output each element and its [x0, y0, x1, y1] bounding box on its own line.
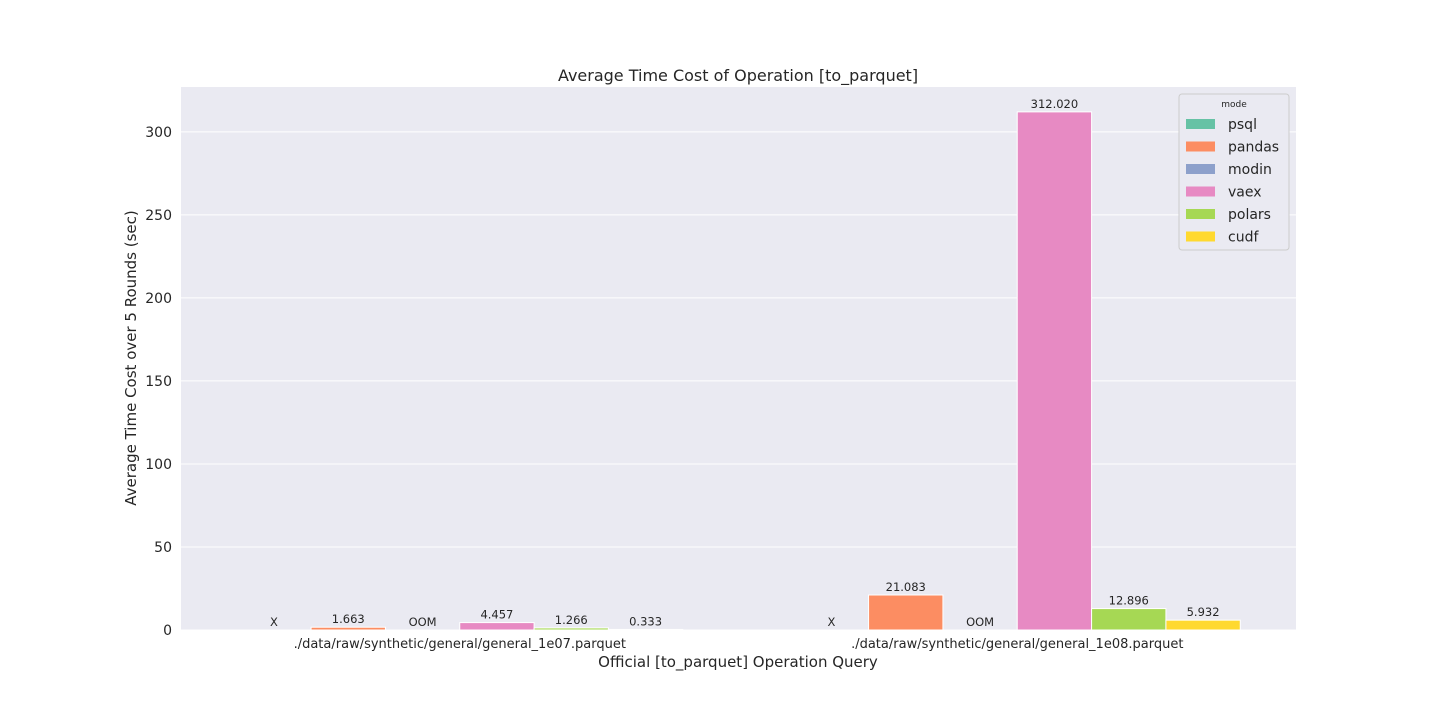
legend: mode psql pandas modin vaex polars cudf [1178, 93, 1290, 251]
legend-title: mode [1221, 100, 1247, 110]
bar-pandas [868, 594, 944, 631]
data-label-pandas: 1.663 [332, 612, 365, 626]
y-tick-label: 0 [163, 623, 172, 639]
legend-swatch-pandas [1186, 141, 1215, 152]
chart-title: Average Time Cost of Operation [to_parqu… [558, 66, 918, 86]
bar-polars [533, 627, 609, 631]
data-label-vaex: 312.020 [1031, 97, 1079, 111]
legend-label-cudf: cudf [1228, 230, 1259, 246]
y-tick-label: 200 [145, 291, 172, 307]
y-tick-label: 50 [154, 540, 172, 556]
data-label-modin: OOM [409, 615, 437, 629]
bar-pandas [310, 626, 386, 631]
legend-swatch-vaex [1186, 186, 1215, 197]
bar-cudf [1165, 619, 1241, 631]
legend-label-modin: modin [1228, 162, 1272, 178]
data-label-polars: 1.266 [555, 613, 588, 627]
legend-swatch-polars [1186, 209, 1215, 219]
bar-polars [1091, 608, 1167, 631]
data-label-polars: 12.896 [1109, 594, 1149, 608]
legend-swatch-modin [1186, 164, 1215, 174]
bar-cudf [607, 628, 684, 631]
bar-vaex [459, 622, 535, 631]
data-label-psql: X [827, 615, 835, 629]
legend-label-psql: psql [1228, 117, 1257, 133]
bar-vaex [1016, 111, 1093, 631]
data-label-cudf: 0.333 [629, 614, 662, 628]
x-tick-label: ./data/raw/synthetic/general/general_1e0… [294, 637, 626, 652]
data-label-psql: X [270, 615, 278, 629]
x-tick-label: ./data/raw/synthetic/general/general_1e0… [851, 637, 1183, 652]
y-tick-label: 100 [145, 457, 172, 473]
y-tick-label: 250 [145, 208, 172, 224]
legend-swatch-cudf [1186, 231, 1215, 242]
legend-label-polars: polars [1228, 207, 1271, 223]
y-tick-label: 150 [145, 374, 172, 390]
y-axis-label: Average Time Cost over 5 Rounds (sec) [122, 210, 140, 506]
data-label-cudf: 5.932 [1187, 605, 1220, 619]
data-label-vaex: 4.457 [480, 608, 513, 622]
x-axis-label: Official [to_parquet] Operation Query [598, 653, 878, 672]
data-label-modin: OOM [966, 615, 994, 629]
legend-label-pandas: pandas [1228, 140, 1279, 156]
data-label-pandas: 21.083 [886, 580, 926, 594]
legend-label-vaex: vaex [1228, 185, 1262, 201]
plot-background [181, 87, 1296, 630]
legend-swatch-psql [1186, 119, 1215, 129]
y-tick-label: 300 [145, 125, 172, 141]
